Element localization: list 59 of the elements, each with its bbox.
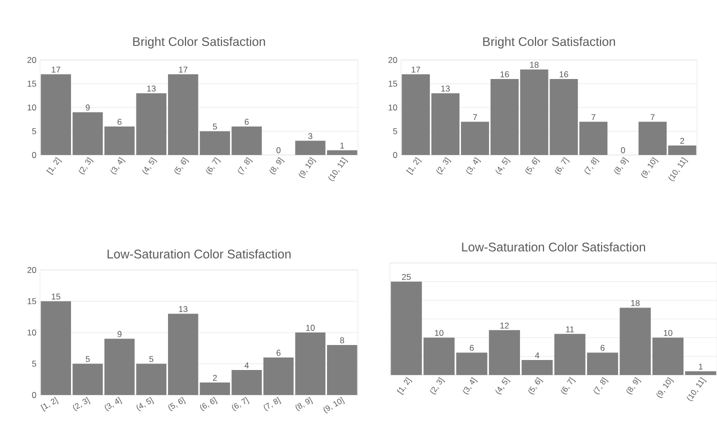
data-label: 7 bbox=[473, 114, 477, 120]
data-label: 17 bbox=[412, 66, 420, 73]
data-label: 25 bbox=[402, 274, 411, 280]
y-tick-label: 15 bbox=[28, 80, 36, 87]
data-label: 6 bbox=[600, 344, 605, 351]
data-label: 10 bbox=[664, 330, 672, 336]
data-label: 9 bbox=[86, 104, 90, 111]
data-label: 16 bbox=[500, 71, 509, 78]
data-label: 6 bbox=[118, 118, 122, 125]
data-label: 0 bbox=[620, 147, 626, 154]
data-label: 1 bbox=[340, 142, 344, 149]
data-label: 5 bbox=[149, 356, 154, 362]
chart-title: Low-Saturation Color Satisfaction bbox=[462, 242, 646, 252]
data-label: 17 bbox=[52, 66, 60, 73]
data-label: 6 bbox=[276, 350, 281, 356]
data-label: 16 bbox=[560, 71, 568, 78]
y-tick-label: 0 bbox=[393, 152, 398, 158]
data-label: 5 bbox=[86, 356, 90, 362]
data-label: 6 bbox=[470, 344, 474, 351]
data-label: 4 bbox=[244, 362, 249, 368]
data-label: 10 bbox=[306, 324, 315, 331]
data-label: 17 bbox=[179, 66, 188, 73]
data-label: 13 bbox=[179, 306, 188, 312]
y-tick-label: 10 bbox=[28, 104, 36, 110]
data-label: 18 bbox=[530, 62, 539, 68]
y-tick-label: 0 bbox=[32, 392, 36, 398]
data-label: 2 bbox=[680, 138, 684, 144]
data-label: 10 bbox=[434, 330, 444, 336]
data-label: 0 bbox=[276, 147, 281, 154]
data-label: 6 bbox=[244, 118, 249, 125]
data-label: 13 bbox=[441, 86, 450, 92]
y-tick-label: 15 bbox=[28, 298, 36, 304]
data-label: 12 bbox=[500, 322, 509, 328]
y-tick-label: 5 bbox=[32, 128, 36, 134]
chart-title: Bright Color Satisfaction bbox=[483, 36, 615, 48]
data-label: 5 bbox=[212, 124, 217, 130]
data-label: 11 bbox=[566, 326, 574, 332]
data-label: 13 bbox=[147, 86, 156, 92]
data-label: 7 bbox=[650, 114, 655, 120]
y-tick-label: 0 bbox=[32, 152, 36, 158]
y-tick-label: 20 bbox=[27, 56, 36, 63]
y-tick-label: 20 bbox=[27, 266, 36, 273]
chart-title: Bright Color Satisfaction bbox=[133, 36, 265, 48]
y-tick-label: 15 bbox=[388, 80, 398, 87]
data-label: 7 bbox=[591, 114, 596, 120]
data-label: 9 bbox=[118, 331, 122, 338]
chart-title: Low-Saturation Color Satisfaction bbox=[108, 249, 291, 258]
data-label: 3 bbox=[308, 133, 312, 140]
data-label: 1 bbox=[698, 364, 703, 370]
y-tick-label: 10 bbox=[388, 104, 398, 110]
data-label: 18 bbox=[631, 300, 640, 306]
y-tick-label: 5 bbox=[393, 128, 398, 134]
data-label: 15 bbox=[52, 294, 60, 300]
data-label: 8 bbox=[340, 337, 344, 344]
y-tick-label: 5 bbox=[32, 360, 36, 367]
y-tick-label: 20 bbox=[388, 56, 398, 63]
data-label: 2 bbox=[212, 374, 217, 381]
data-label: 4 bbox=[534, 352, 540, 358]
y-tick-label: 10 bbox=[28, 329, 36, 336]
